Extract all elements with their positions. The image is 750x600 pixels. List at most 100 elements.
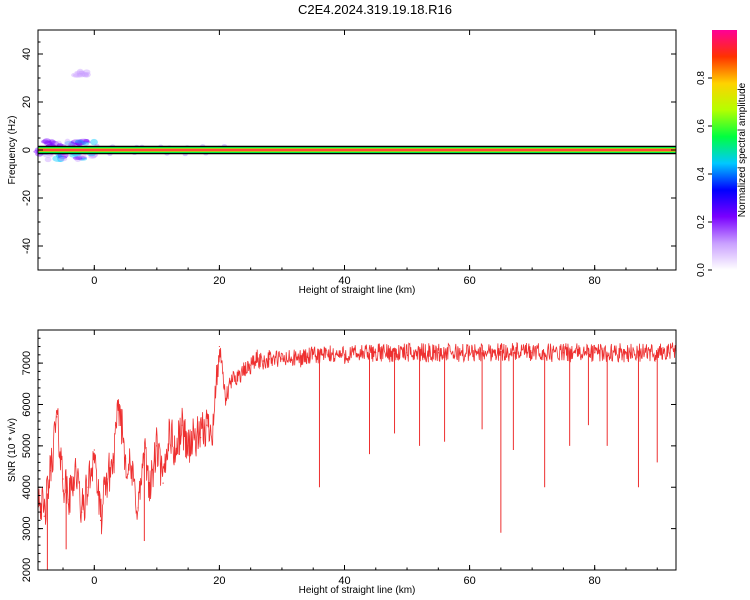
spectral-blob [52,155,65,163]
snr-point [162,482,164,484]
snr-point [200,436,202,439]
colorbar-tick-label: 0.2 [696,215,707,229]
snr-point [331,354,333,356]
x-tick-label: 40 [338,275,350,287]
snr-point [156,445,158,447]
spectral-blob [64,138,71,146]
spectral-blob [48,138,55,146]
snr-point [93,449,95,451]
snr-point [262,360,264,362]
spectral-blob [78,157,88,161]
snr-point [293,358,296,360]
colorbar-tick-label: 0.4 [696,167,707,181]
spectral-blob [48,139,56,145]
snr-point [193,436,195,439]
spectral-blob [77,155,86,161]
spectral-blob [71,72,83,78]
x-tick-label: 80 [589,275,601,287]
spectral-blob [74,139,85,146]
x-tick-label: 80 [589,575,601,587]
spectral-blob [78,70,86,75]
colorbar-label: Normalized spectral amplitude [737,82,748,217]
y-axis-label: Frequency (Hz) [7,116,18,185]
x-axis-label: Height of straight line (km) [299,285,416,296]
spectral-blob [40,139,50,144]
snr-point [106,478,108,480]
snr-point [218,345,220,348]
snr-point [406,352,408,354]
snr-point [81,511,83,513]
snr-point [306,356,308,358]
x-tick-label: 40 [338,575,350,587]
spectral-blob [82,69,91,75]
y-tick-label: 4000 [21,475,33,499]
snr-point [562,352,565,354]
snr-point [237,374,239,377]
spectral-blob [76,68,84,76]
snr-point [281,358,283,360]
y-tick-label: 2000 [21,558,33,582]
x-axis-label: Height of straight line (km) [299,585,416,596]
snr-point [343,354,346,356]
y-tick-label: -40 [21,238,33,254]
spectral-blob [55,140,62,146]
spectral-blob [70,139,82,145]
plot-area [38,330,676,570]
snr-point [231,379,233,381]
snr-panel: 0 20 40 60 80 2000 3000 4000 5000 6000 7000 Height … [7,329,677,596]
spectral-blob [83,138,90,143]
snr-point [124,457,127,459]
snr-point [74,465,77,468]
spectral-blob [58,156,68,162]
snr-point [531,352,533,354]
colorbar-tick-label: 0.6 [696,119,707,133]
y-tick-label: 0 [21,147,33,153]
snr-point [62,478,64,480]
snr-point [68,499,70,501]
spectral-blob [74,139,84,144]
spectral-blob [75,156,88,160]
chart-title: C2E4.2024.319.19.18.R16 [298,2,452,17]
spectral-blob [74,155,82,163]
spectral-blob [44,156,52,163]
spectral-blob [64,140,75,146]
snr-anchor-points [37,345,677,521]
x-tick-label: 20 [213,275,225,287]
spectral-blob [78,138,90,143]
plot-frame [37,329,677,571]
x-tick-label: 60 [463,275,475,287]
spectral-blob [50,140,60,147]
spectral-blob [57,155,65,163]
snr-point [594,352,596,354]
spectral-blob [75,141,83,146]
spectral-blob [78,140,91,144]
colorbar-tick-label: 0.8 [696,71,707,85]
snr-point [243,370,246,372]
snr-point [87,486,89,488]
snr-point [43,515,45,517]
spectral-peak-line [38,149,676,151]
snr-point [137,507,139,509]
spectral-blob [81,141,90,146]
x-tick-label: 20 [213,575,225,587]
spectral-blob [76,72,86,78]
y-tick-label: 20 [21,96,33,108]
snr-point [206,424,208,426]
spectral-blob [82,72,90,78]
y-tick-label: 7000 [21,351,33,375]
spectral-blob [42,138,52,145]
colorbar-tick-label: 0.0 [696,263,707,277]
spectral-blob [90,138,98,146]
snr-point [187,445,189,447]
y-tick-label: 3000 [21,516,33,540]
colorbar-gradient [712,30,737,270]
spectral-blob [79,72,89,77]
snr-point [175,453,177,455]
snr-point [181,424,183,426]
snr-point [118,403,120,406]
snr-point [250,364,252,366]
x-tick-label: 0 [91,575,97,587]
snr-point [225,399,227,401]
